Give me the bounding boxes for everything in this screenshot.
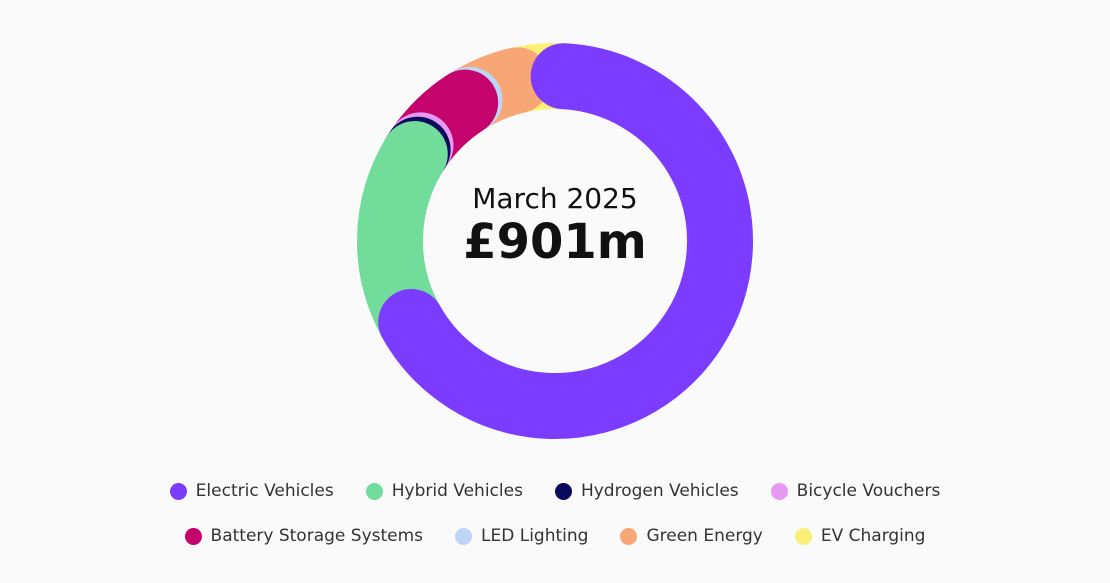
legend-item: Battery Storage Systems xyxy=(184,526,424,546)
legend-swatch xyxy=(554,482,572,500)
legend-label: Hybrid Vehicles xyxy=(391,481,523,501)
legend-swatch xyxy=(620,527,638,545)
legend-item: Green Energy xyxy=(620,526,763,546)
legend-row: Electric Vehicles Hybrid Vehicles Hydrogen… xyxy=(0,481,1110,501)
legend-item: LED Lighting xyxy=(455,526,588,546)
legend-item: Hydrogen Vehicles xyxy=(554,481,739,501)
legend-swatch xyxy=(794,527,812,545)
legend-row: Battery Storage Systems LED Lighting Green… xyxy=(0,526,1110,546)
legend-label: Hydrogen Vehicles xyxy=(580,481,739,501)
legend-label: Electric Vehicles xyxy=(195,481,334,501)
legend-label: LED Lighting xyxy=(481,526,589,546)
legend-swatch xyxy=(169,482,187,500)
legend-label: Bicycle Vouchers xyxy=(796,481,941,501)
legend-item: Hybrid Vehicles xyxy=(365,481,523,501)
donut-segment xyxy=(378,43,753,439)
legend-item: Electric Vehicles xyxy=(169,481,334,501)
legend-swatch xyxy=(184,527,202,545)
legend-item: EV Charging xyxy=(794,526,926,546)
legend-swatch xyxy=(770,482,788,500)
legend-swatch xyxy=(365,482,383,500)
center-title: March 2025 xyxy=(472,182,638,215)
legend-swatch xyxy=(455,527,473,545)
legend-item: Bicycle Vouchers xyxy=(770,481,941,501)
legend-label: Green Energy xyxy=(646,526,763,546)
legend-label: EV Charging xyxy=(820,526,926,546)
legend-label: Battery Storage Systems xyxy=(210,526,424,546)
center-total: £901m xyxy=(463,214,647,270)
